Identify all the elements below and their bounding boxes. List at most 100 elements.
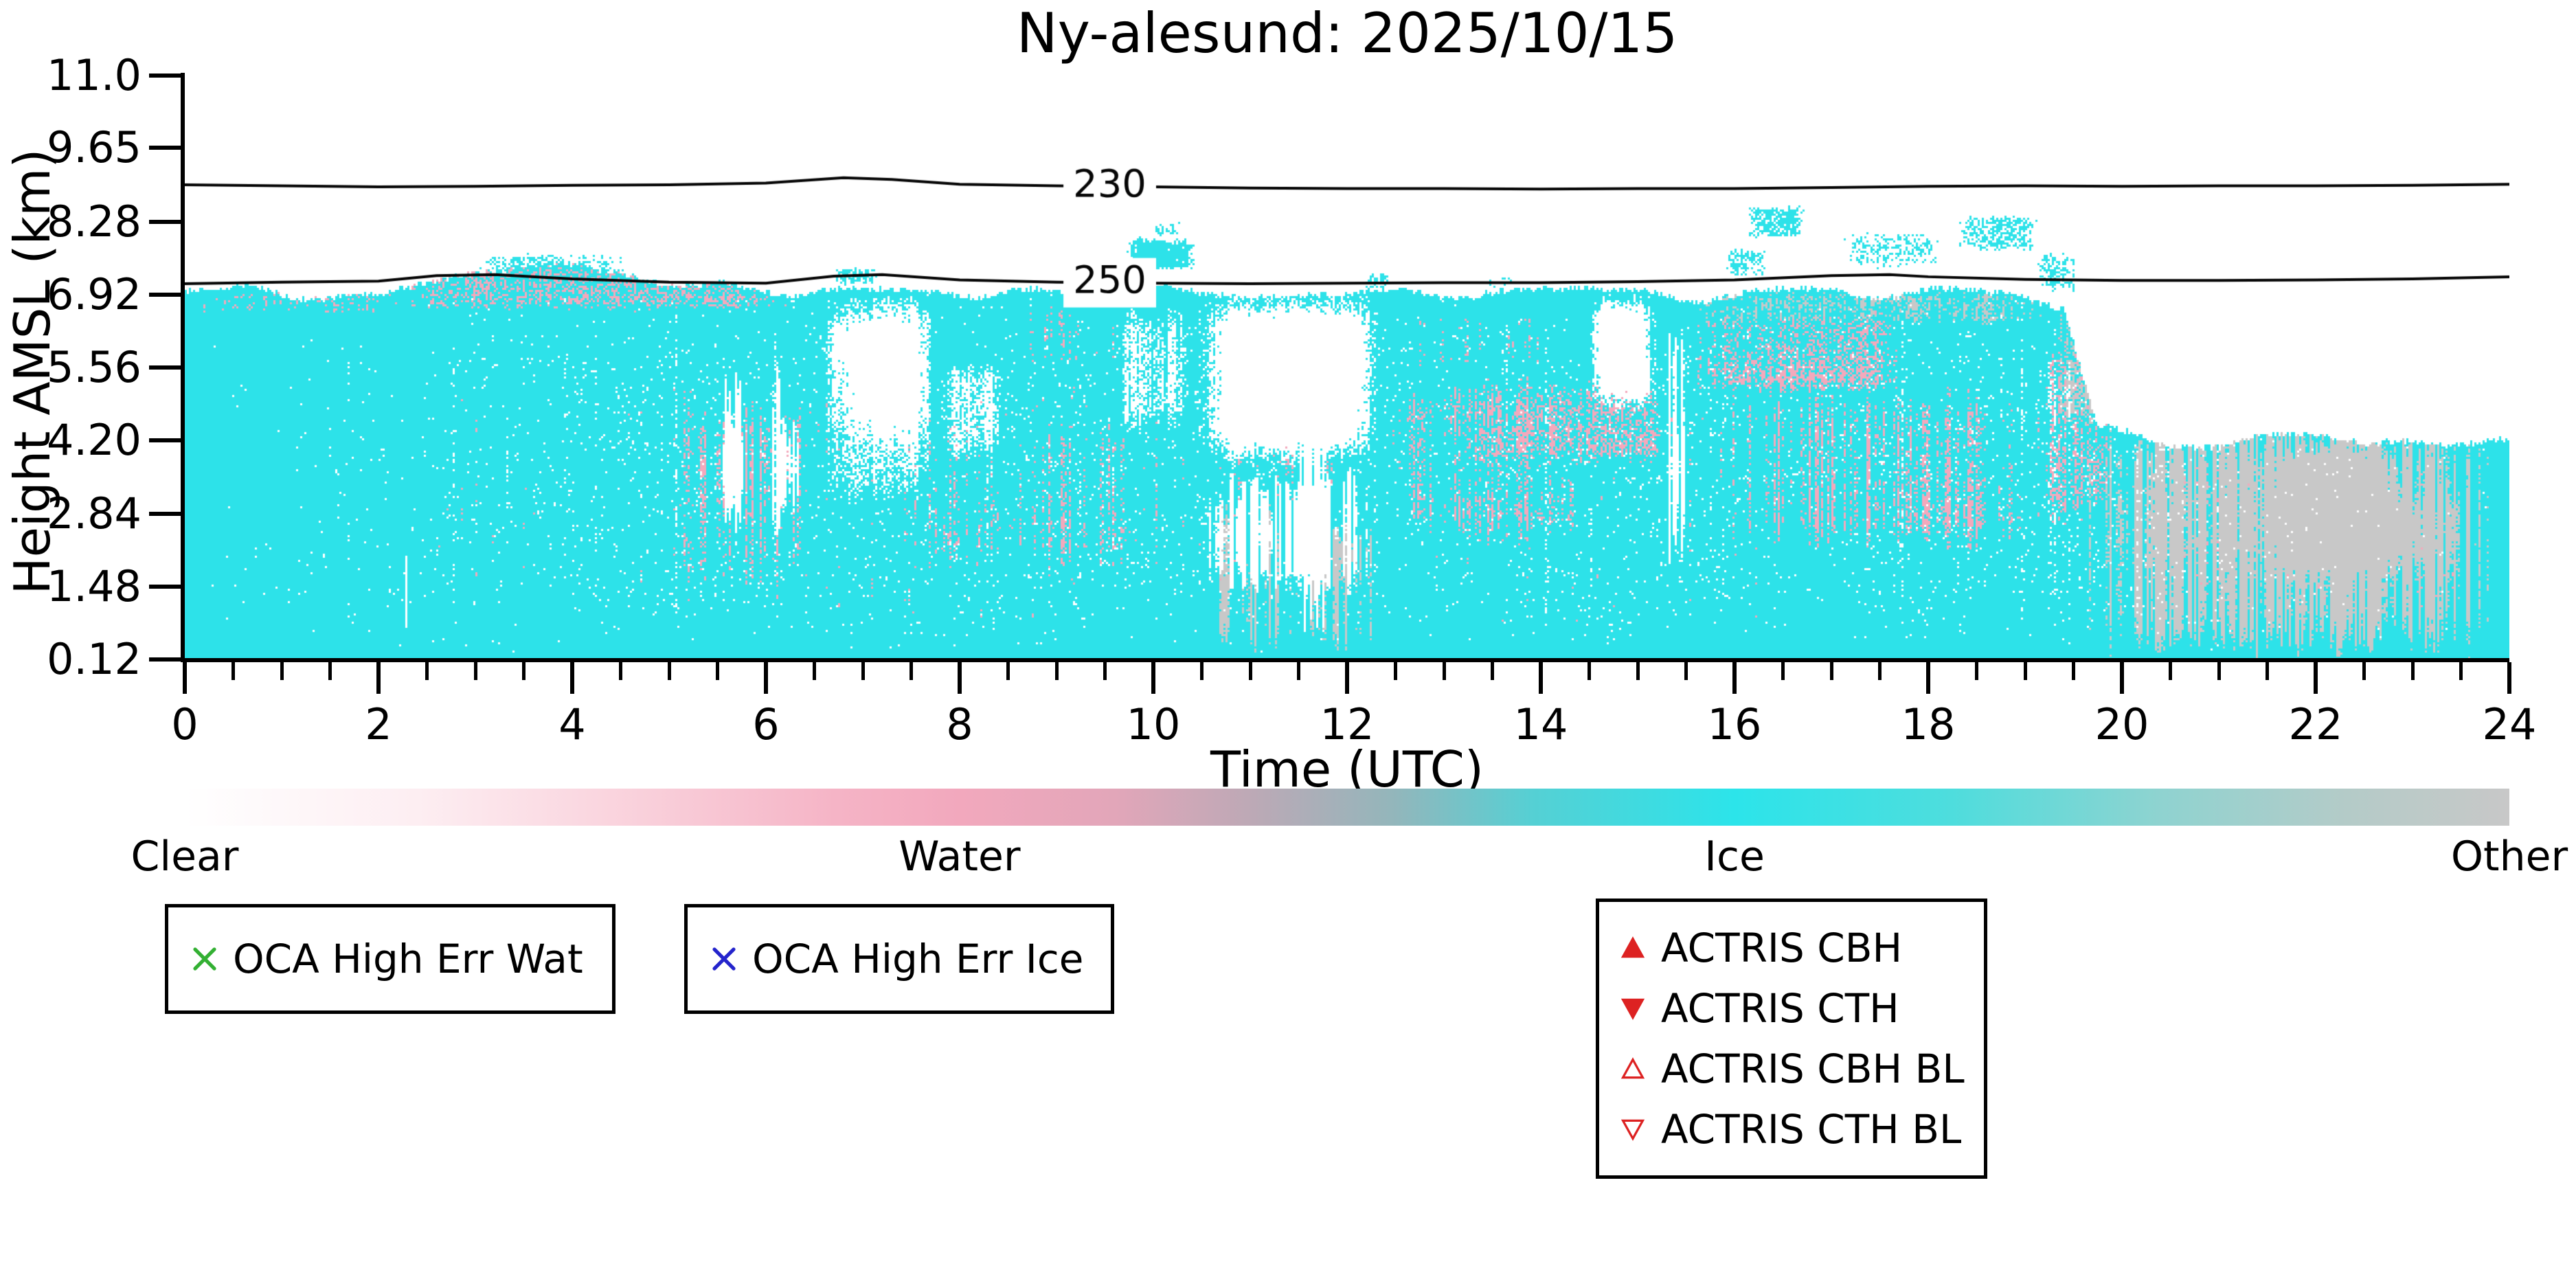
- x-tick-mark: [958, 662, 962, 694]
- y-tick-label: 8.28: [46, 196, 142, 247]
- y-tick-label: 11.0: [46, 50, 142, 100]
- x-minor-tick-mark: [619, 662, 622, 680]
- legend-actris-item: ACTRIS CTH: [1617, 978, 1899, 1039]
- x-tick-mark: [1151, 662, 1155, 694]
- y-tick-mark: [149, 219, 181, 224]
- triangle-glyph: [1620, 1057, 1645, 1079]
- legend-actris-label: ACTRIS CTH: [1661, 985, 1899, 1032]
- x-minor-tick-mark: [1006, 662, 1010, 680]
- y-tick-mark: [149, 584, 181, 589]
- legend-actris-item: ACTRIS CBH: [1617, 918, 1902, 978]
- x-tick-label: 22: [2288, 699, 2343, 749]
- y-tick-label: 1.48: [46, 561, 142, 611]
- y-tick-label: 9.65: [46, 122, 142, 173]
- red-triangle-down-open-icon: [1617, 1117, 1649, 1142]
- x-tick-mark: [376, 662, 381, 694]
- chart-title: Ny-alesund: 2025/10/15: [1016, 1, 1678, 65]
- x-minor-tick-mark: [328, 662, 332, 680]
- legend-actris-item: ACTRIS CBH BL: [1617, 1039, 1965, 1099]
- legend-actris-label: ACTRIS CTH BL: [1661, 1106, 1962, 1153]
- y-tick-label: 6.92: [46, 269, 142, 319]
- x-minor-tick-mark: [1588, 662, 1591, 680]
- x-minor-tick-mark: [1491, 662, 1494, 680]
- x-tick-mark: [1732, 662, 1737, 694]
- y-tick-mark: [149, 657, 181, 662]
- x-minor-tick-mark: [2169, 662, 2172, 680]
- red-triangle-down-filled-icon: [1617, 996, 1649, 1021]
- legend-oca-high-err-wat: OCA High Err Wat: [165, 904, 615, 1014]
- legend-actris-label: ACTRIS CBH: [1661, 925, 1903, 971]
- legend-oca-ice-label: OCA High Err Ice: [752, 936, 1084, 982]
- x-tick-mark: [2507, 662, 2511, 694]
- y-tick-mark: [149, 292, 181, 297]
- x-minor-tick-mark: [1248, 662, 1252, 680]
- x-tick-label: 0: [171, 699, 199, 749]
- red-triangle-up-open-icon: [1617, 1057, 1649, 1081]
- triangle-glyph: [1620, 998, 1645, 1020]
- x-tick-label: 14: [1513, 699, 1568, 749]
- blue-x-marker-icon: [708, 945, 740, 973]
- legend-actris: ACTRIS CBH ACTRIS CTH ACTRIS CBH BL ACTRIS …: [1596, 899, 1987, 1179]
- cloud-phase-heatmap: [185, 76, 2509, 661]
- x-minor-tick-mark: [280, 662, 284, 680]
- y-tick-label: 0.12: [46, 634, 142, 684]
- x-minor-tick-mark: [909, 662, 913, 680]
- x-tick-label: 4: [558, 699, 586, 749]
- x-minor-tick-mark: [2217, 662, 2221, 680]
- y-tick-mark: [149, 511, 181, 516]
- colorbar-gradient: [185, 789, 2509, 826]
- x-tick-label: 20: [2094, 699, 2149, 749]
- colorbar-label-water: Water: [899, 833, 1021, 881]
- x-minor-tick-mark: [2362, 662, 2366, 680]
- x-minor-tick-mark: [1684, 662, 1688, 680]
- x-tick-mark: [764, 662, 768, 694]
- x-minor-tick-mark: [1781, 662, 1785, 680]
- x-minor-tick-mark: [1054, 662, 1059, 680]
- x-tick-label: 6: [752, 699, 780, 749]
- x-minor-tick-mark: [473, 662, 477, 680]
- x-tick-label: 2: [365, 699, 392, 749]
- y-axis-spine: [181, 73, 185, 662]
- x-minor-tick-mark: [1200, 662, 1204, 680]
- y-tick-label: 5.56: [46, 342, 142, 392]
- x-minor-tick-mark: [522, 662, 526, 680]
- colorbar-label-clear: Clear: [131, 833, 239, 881]
- x-minor-tick-mark: [1394, 662, 1397, 680]
- x-tick-label: 18: [1901, 699, 1956, 749]
- x-tick-mark: [1345, 662, 1349, 694]
- y-tick-label: 2.84: [46, 488, 142, 539]
- triangle-glyph: [1620, 1119, 1645, 1141]
- x-axis-spine: [181, 658, 2509, 662]
- legend-actris-item: ACTRIS CTH BL: [1617, 1099, 1961, 1160]
- y-tick-mark: [149, 74, 181, 78]
- x-minor-tick-mark: [716, 662, 719, 680]
- x-minor-tick-mark: [2023, 662, 2027, 680]
- x-tick-mark: [570, 662, 574, 694]
- y-tick-mark: [149, 365, 181, 370]
- x-tick-label: 16: [1707, 699, 1762, 749]
- x-minor-tick-mark: [1636, 662, 1640, 680]
- red-triangle-up-filled-icon: [1617, 936, 1649, 960]
- x-minor-tick-mark: [2459, 662, 2463, 680]
- x-tick-label: 8: [946, 699, 973, 749]
- x-minor-tick-mark: [231, 662, 235, 680]
- x-tick-mark: [183, 662, 187, 694]
- x-tick-mark: [2314, 662, 2318, 694]
- y-tick-mark: [149, 438, 181, 443]
- legend-actris-label: ACTRIS CBH BL: [1661, 1046, 1965, 1092]
- x-tick-mark: [1539, 662, 1543, 694]
- x-glyph: [193, 947, 216, 971]
- triangle-glyph: [1620, 936, 1645, 958]
- x-tick-mark: [1926, 662, 1930, 694]
- x-glyph: [712, 947, 736, 971]
- legend-oca-wat-label: OCA High Err Wat: [233, 936, 583, 982]
- colorbar-label-other: Other: [2450, 833, 2568, 881]
- x-minor-tick-mark: [813, 662, 816, 680]
- x-minor-tick-mark: [2266, 662, 2269, 680]
- colorbar-label-ice: Ice: [1704, 833, 1765, 881]
- x-minor-tick-mark: [2072, 662, 2075, 680]
- x-minor-tick-mark: [1442, 662, 1446, 680]
- x-minor-tick-mark: [1829, 662, 1833, 680]
- x-tick-label: 24: [2482, 699, 2537, 749]
